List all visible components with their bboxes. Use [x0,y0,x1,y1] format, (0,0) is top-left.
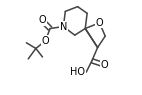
Text: HO: HO [70,67,85,77]
Text: O: O [100,60,108,70]
Text: O: O [42,36,49,46]
Text: O: O [96,18,103,28]
Text: N: N [60,22,67,32]
Text: O: O [39,15,46,25]
